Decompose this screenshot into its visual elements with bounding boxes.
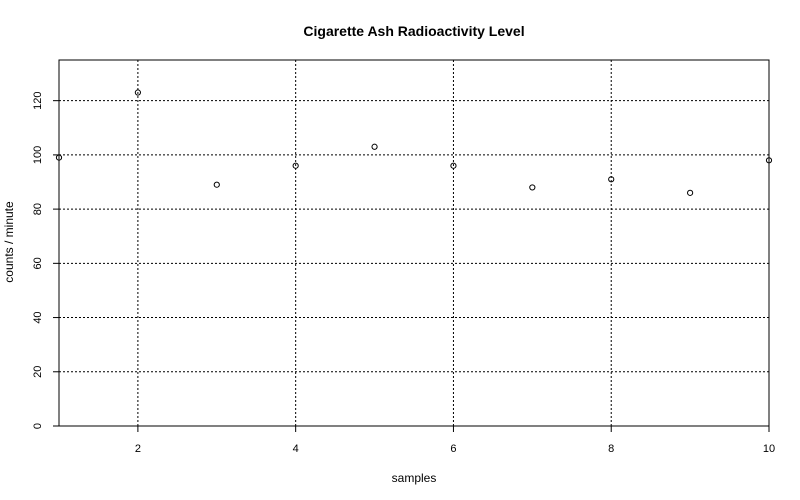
- y-axis-label: counts / minute: [2, 201, 16, 283]
- grid-lines: [59, 60, 770, 427]
- data-point: [292, 162, 299, 169]
- x-tick-label: 8: [608, 443, 614, 455]
- x-tick-label: 10: [763, 443, 775, 455]
- y-tick-label: 20: [32, 366, 44, 378]
- data-point: [371, 143, 378, 150]
- x-axis-label: samples: [392, 471, 437, 485]
- data-point: [608, 176, 615, 183]
- y-tick-label: 120: [32, 91, 44, 109]
- y-tick-label: 100: [32, 146, 44, 164]
- y-tick-label: 0: [32, 423, 44, 429]
- data-point: [213, 181, 220, 188]
- data-point: [450, 162, 457, 169]
- plot-frame: [58, 59, 770, 427]
- chart-title: Cigarette Ash Radioactivity Level: [303, 23, 524, 39]
- y-tick-label: 40: [32, 311, 44, 323]
- y-tick-label: 80: [32, 203, 44, 215]
- data-point: [134, 89, 141, 96]
- x-tick-label: 4: [293, 443, 299, 455]
- x-tick-label: 2: [135, 443, 141, 455]
- data-point: [529, 184, 536, 191]
- data-points: [55, 89, 773, 196]
- data-point: [687, 189, 694, 196]
- y-tick-label: 60: [32, 257, 44, 269]
- x-tick-label: 6: [450, 443, 456, 455]
